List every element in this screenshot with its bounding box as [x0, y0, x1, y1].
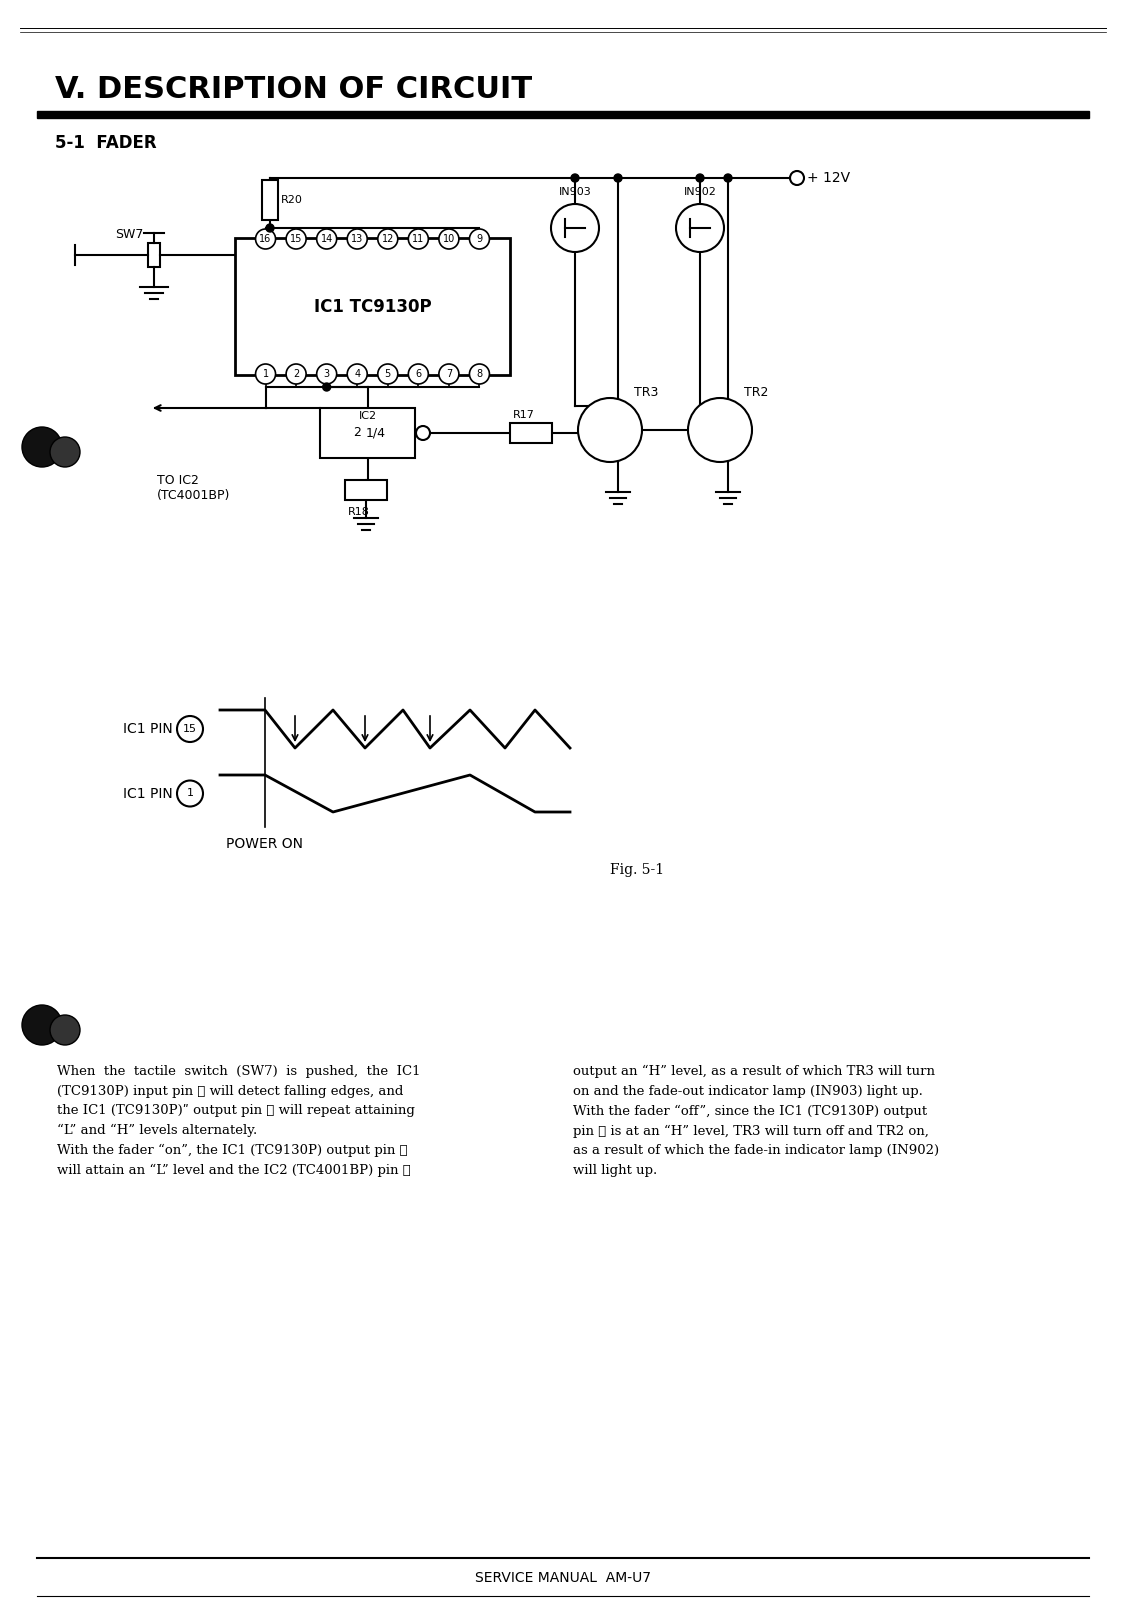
- Text: IC2: IC2: [358, 411, 376, 421]
- Circle shape: [347, 229, 367, 250]
- Bar: [320, 408, 415, 458]
- Circle shape: [378, 365, 397, 384]
- Circle shape: [470, 365, 490, 384]
- Text: 2: 2: [354, 427, 361, 440]
- Circle shape: [688, 398, 752, 462]
- Text: 1: 1: [262, 370, 269, 379]
- Circle shape: [724, 174, 732, 182]
- Text: 15: 15: [184, 723, 197, 734]
- Bar: [262, 179, 278, 219]
- Text: POWER ON: POWER ON: [226, 837, 304, 851]
- Text: IC1 TC9130P: IC1 TC9130P: [314, 298, 431, 315]
- Text: output an “H” level, as a result of which TR3 will turn
on and the fade-out indi: output an “H” level, as a result of whic…: [573, 1066, 939, 1176]
- Text: 14: 14: [321, 234, 333, 243]
- Text: When  the  tactile  switch  (SW7)  is  pushed,  the  IC1
(TC9130P) input pin ⓕ w: When the tactile switch (SW7) is pushed,…: [57, 1066, 420, 1176]
- Text: 16: 16: [259, 234, 271, 243]
- Text: 5-1  FADER: 5-1 FADER: [55, 134, 157, 152]
- Text: R18: R18: [348, 507, 370, 517]
- Text: 6: 6: [415, 370, 421, 379]
- Circle shape: [256, 365, 276, 384]
- Circle shape: [676, 203, 724, 251]
- Circle shape: [571, 174, 579, 182]
- Text: 5: 5: [385, 370, 391, 379]
- Circle shape: [50, 437, 80, 467]
- Circle shape: [50, 1014, 80, 1045]
- Circle shape: [177, 717, 203, 742]
- Circle shape: [23, 427, 62, 467]
- Circle shape: [409, 229, 428, 250]
- Text: V. DESCRIPTION OF CIRCUIT: V. DESCRIPTION OF CIRCUIT: [55, 75, 533, 104]
- Circle shape: [409, 365, 428, 384]
- Circle shape: [286, 229, 306, 250]
- Text: SW7: SW7: [115, 229, 143, 242]
- Text: SERVICE MANUAL  AM-U7: SERVICE MANUAL AM-U7: [475, 1571, 651, 1586]
- Text: + 12V: + 12V: [807, 171, 850, 186]
- Circle shape: [551, 203, 599, 251]
- Text: 10: 10: [443, 234, 455, 243]
- Text: TR3: TR3: [634, 386, 659, 398]
- Circle shape: [578, 398, 642, 462]
- Text: 9: 9: [476, 234, 483, 243]
- Text: 1/4: 1/4: [366, 427, 385, 440]
- Bar: [148, 243, 160, 267]
- Circle shape: [177, 781, 203, 806]
- Circle shape: [378, 229, 397, 250]
- Text: 3: 3: [323, 370, 330, 379]
- Bar: [510, 422, 552, 443]
- Circle shape: [316, 365, 337, 384]
- Circle shape: [323, 382, 331, 390]
- Text: TO IC2: TO IC2: [157, 474, 199, 486]
- Text: 13: 13: [351, 234, 364, 243]
- Text: 11: 11: [412, 234, 425, 243]
- Text: IN902: IN902: [683, 187, 716, 197]
- Bar: [345, 480, 387, 499]
- Text: IC1 PIN: IC1 PIN: [123, 787, 173, 800]
- Text: Fig. 5-1: Fig. 5-1: [610, 862, 664, 877]
- Bar: [235, 238, 510, 374]
- Circle shape: [256, 229, 276, 250]
- Circle shape: [266, 224, 274, 232]
- Circle shape: [286, 365, 306, 384]
- Circle shape: [439, 229, 459, 250]
- Circle shape: [614, 174, 622, 182]
- Text: (TC4001BP): (TC4001BP): [157, 488, 231, 501]
- Circle shape: [696, 174, 704, 182]
- Text: IC1 PIN: IC1 PIN: [123, 722, 173, 736]
- Circle shape: [439, 365, 459, 384]
- Text: 12: 12: [382, 234, 394, 243]
- Circle shape: [470, 229, 490, 250]
- Text: 7: 7: [446, 370, 452, 379]
- Circle shape: [415, 426, 430, 440]
- Text: IN903: IN903: [558, 187, 591, 197]
- Text: 1: 1: [187, 789, 194, 798]
- Text: 8: 8: [476, 370, 483, 379]
- Text: 15: 15: [289, 234, 302, 243]
- Text: R20: R20: [282, 195, 303, 205]
- Circle shape: [23, 1005, 62, 1045]
- Text: 4: 4: [355, 370, 360, 379]
- Circle shape: [316, 229, 337, 250]
- Circle shape: [347, 365, 367, 384]
- Bar: [37, 110, 1089, 118]
- Text: 2: 2: [293, 370, 300, 379]
- Text: R17: R17: [513, 410, 535, 419]
- Text: TR2: TR2: [744, 386, 768, 398]
